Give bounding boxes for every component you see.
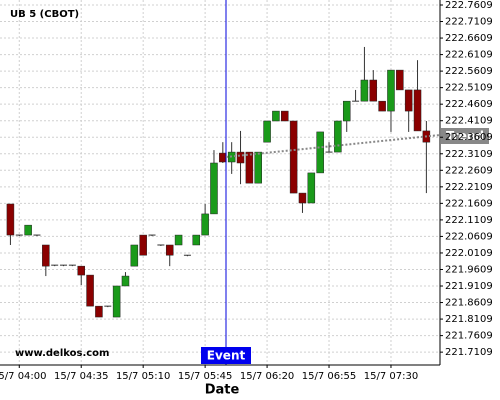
y-tick-label: 222.4609 [445, 99, 493, 110]
candles [6, 46, 431, 318]
candle-body [298, 192, 307, 204]
y-tick-label: 222.5109 [445, 83, 493, 94]
event-label: Event [207, 349, 246, 363]
candle-body [157, 244, 165, 246]
candle-body [236, 151, 245, 164]
y-tick-label: 222.2609 [445, 165, 493, 176]
y-tick-label: 222.6609 [445, 33, 493, 44]
candle-body [86, 274, 94, 307]
candle-body [254, 151, 262, 184]
trend-label: Trend [446, 129, 484, 143]
candle-body [15, 234, 23, 236]
chart-title: UB 5 (CBOT) [10, 9, 79, 20]
candle-body [51, 264, 59, 266]
y-tick-label: 222.2109 [445, 182, 493, 193]
candle-body [210, 162, 218, 215]
y-tick-label: 222.7609 [445, 0, 493, 11]
y-tick-label: 222.1609 [445, 198, 493, 209]
y-tick-label: 222.6109 [445, 50, 493, 61]
candle-body [24, 224, 32, 236]
x-tick-label: 15/7 04:00 [0, 371, 47, 382]
candle-body [60, 264, 68, 266]
candle-body [272, 110, 280, 122]
candle-body [396, 69, 404, 91]
grid [0, 0, 440, 365]
candle-body [42, 244, 50, 267]
y-tick-label: 222.4109 [445, 116, 493, 127]
candle-body [33, 234, 41, 236]
candle-body [334, 120, 342, 153]
candle-body [289, 120, 298, 194]
candle-body [165, 244, 174, 256]
candle-body [77, 265, 85, 276]
candle-body [121, 275, 130, 287]
y-tick-label: 222.0109 [445, 248, 493, 259]
y-tick-label: 222.7109 [445, 17, 493, 28]
candle-body [245, 151, 254, 184]
x-axis-title: Date [205, 383, 240, 398]
candle-body [263, 120, 271, 143]
candle-body [201, 213, 209, 236]
x-tick-label: 15/7 07:30 [364, 371, 418, 382]
candle-body [369, 79, 378, 102]
candle-body [148, 234, 156, 236]
y-tick-label: 222.3609 [445, 132, 493, 143]
candle-body [360, 79, 369, 102]
candle-body [325, 151, 333, 153]
candle-body [342, 100, 351, 122]
candle-body [183, 254, 191, 256]
y-tick-label: 221.9609 [445, 264, 493, 275]
trend-box [441, 128, 489, 144]
candle-body [387, 69, 395, 112]
candle-body [6, 203, 15, 236]
y-tick-label: 222.3109 [445, 149, 493, 160]
x-tick-label: 15/7 06:20 [240, 371, 294, 382]
candle-body [95, 305, 103, 318]
y-tick-label: 221.8109 [445, 314, 493, 325]
candle-body [174, 234, 183, 246]
candle-body [413, 89, 422, 132]
candle-body [352, 100, 360, 102]
candle-body [219, 152, 227, 163]
candle-body [404, 89, 413, 112]
x-tick-label: 15/7 04:35 [54, 371, 108, 382]
watermark: www.delkos.com [15, 348, 109, 359]
y-tick-label: 222.0609 [445, 231, 493, 242]
candle-body [68, 264, 76, 266]
y-tick-label: 221.8609 [445, 298, 493, 309]
candle-body [192, 234, 201, 246]
candle-body [307, 172, 316, 204]
x-tick-label: 15/7 05:45 [178, 371, 232, 382]
candle-body [130, 244, 139, 267]
y-tick-label: 221.7609 [445, 331, 493, 342]
candle-body [316, 131, 324, 174]
y-tick-label: 222.5609 [445, 66, 493, 77]
candle-body [139, 234, 147, 256]
event-box [201, 347, 251, 364]
x-tick-label: 15/7 05:10 [116, 371, 170, 382]
y-tick-label: 222.1109 [445, 215, 493, 226]
y-tick-label: 221.7109 [445, 347, 493, 358]
y-tick-label: 221.9109 [445, 281, 493, 292]
candle-body [112, 285, 121, 318]
candle-body [281, 110, 289, 122]
x-tick-label: 15/7 06:55 [302, 371, 356, 382]
candle-body [104, 305, 112, 307]
candle-body [378, 100, 386, 112]
